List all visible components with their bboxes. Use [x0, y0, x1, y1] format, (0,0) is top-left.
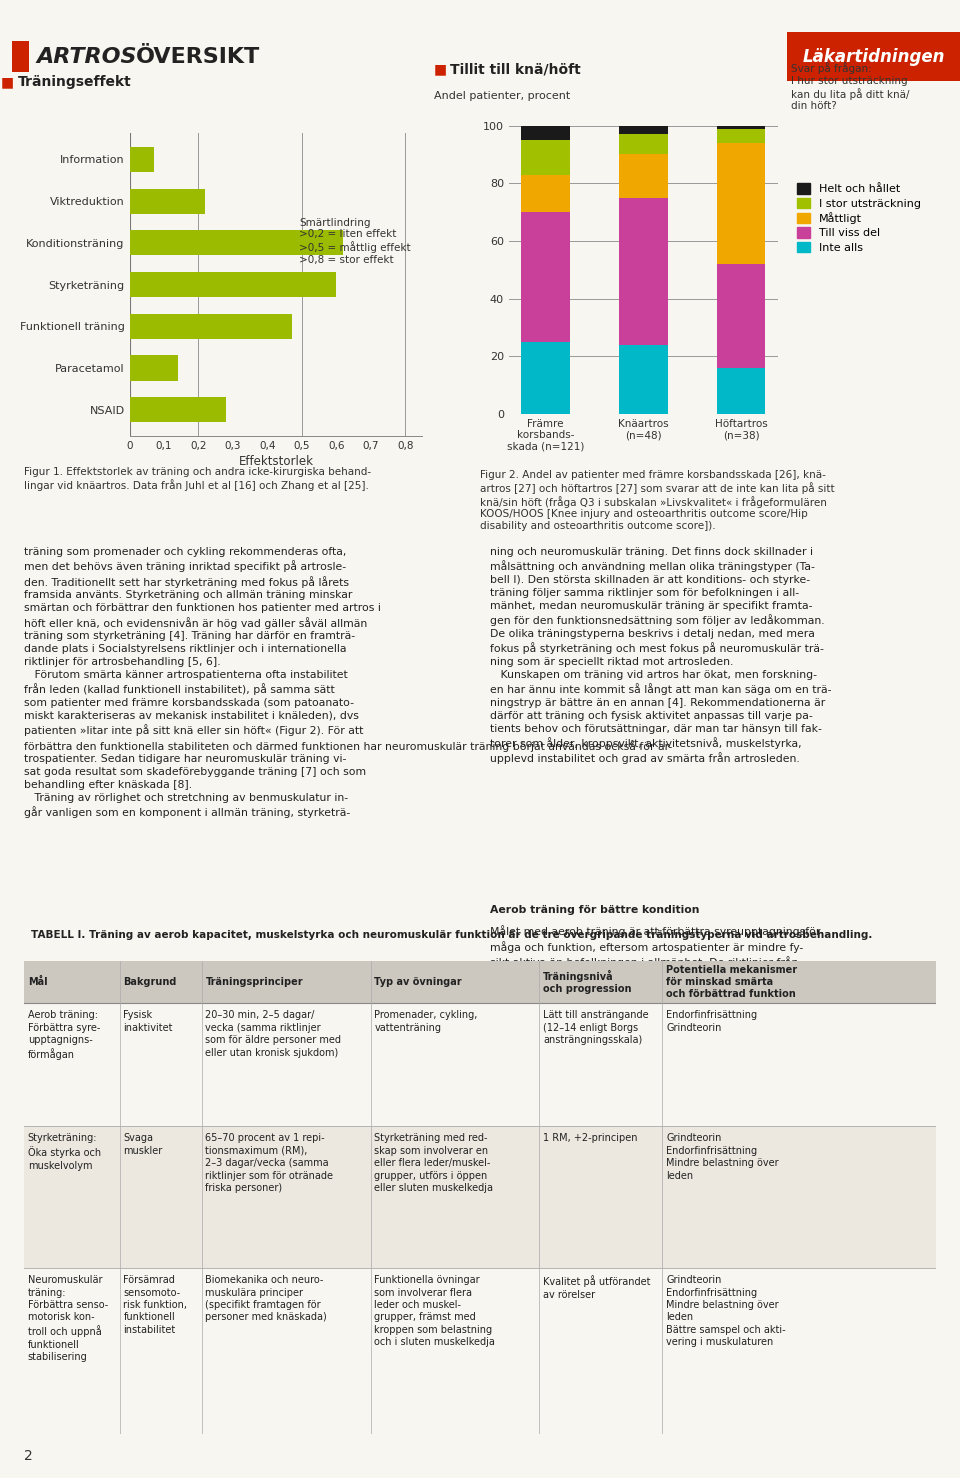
- Text: ■: ■: [1, 75, 13, 90]
- Text: Typ av övningar: Typ av övningar: [374, 977, 462, 987]
- Bar: [24, 1126, 936, 1268]
- Bar: [130, 231, 343, 256]
- Bar: [24, 1268, 936, 1434]
- Text: Bakgrund: Bakgrund: [124, 977, 177, 987]
- Text: Träningseffekt: Träningseffekt: [18, 75, 132, 90]
- Text: Neuromuskulär
träning:
Förbättra senso-
motorisk kon-
troll och uppnå
funktionel: Neuromuskulär träning: Förbättra senso- …: [28, 1276, 108, 1363]
- Bar: [130, 356, 178, 380]
- Text: ning och neuromuskulär träning. Det finns dock skillnader i
målsättning och anvä: ning och neuromuskulär träning. Det finn…: [490, 547, 831, 764]
- Legend: Helt och hållet, I stor utsträckning, Måttligt, Till viss del, Inte alls: Helt och hållet, I stor utsträckning, Må…: [797, 183, 921, 253]
- Bar: [12, 41, 29, 72]
- Text: Svaga
muskler: Svaga muskler: [124, 1134, 162, 1156]
- Bar: [521, 341, 570, 414]
- Text: Svar på frågan:
I hur stor utsträckning
kan du lita på ditt knä/
din höft?: Svar på frågan: I hur stor utsträckning …: [791, 62, 909, 111]
- Text: Fysisk
inaktivitet: Fysisk inaktivitet: [124, 1011, 173, 1033]
- Bar: [130, 189, 205, 213]
- Bar: [130, 146, 154, 171]
- Text: 65–70 procent av 1 repi-
tionsmaximum (RM),
2–3 dagar/vecka (samma
riktlinjer so: 65–70 procent av 1 repi- tionsmaximum (R…: [205, 1134, 333, 1193]
- Text: Mål: Mål: [28, 977, 47, 987]
- Text: Smärtlindring
>0,2 = liten effekt
>0,5 = måttlig effekt
>0,8 = stor effekt: Smärtlindring >0,2 = liten effekt >0,5 =…: [300, 217, 411, 265]
- Text: Aerob träning:
Förbättra syre-
upptagnigns-
förmågan: Aerob träning: Förbättra syre- upptagnig…: [28, 1011, 100, 1060]
- Text: Kvalitet på utförandet
av rörelser: Kvalitet på utförandet av rörelser: [543, 1276, 651, 1299]
- Text: ARTROS: ARTROS: [36, 46, 137, 67]
- Bar: [619, 126, 667, 134]
- Text: Läkartidningen: Läkartidningen: [803, 47, 945, 65]
- Text: Styrketräning:
Öka styrka och
muskelvolym: Styrketräning: Öka styrka och muskelvoly…: [28, 1134, 101, 1171]
- Bar: [716, 129, 765, 143]
- Text: 2: 2: [24, 1448, 33, 1463]
- Text: träning som promenader och cykling rekommenderas ofta,
men det behövs även träni: träning som promenader och cykling rekom…: [24, 547, 672, 819]
- Text: Träningsprinciper: Träningsprinciper: [205, 977, 303, 987]
- Bar: [716, 143, 765, 265]
- Text: Promenader, cykling,
vattenträning: Promenader, cykling, vattenträning: [374, 1011, 477, 1033]
- Text: Andel patienter, procent: Andel patienter, procent: [434, 92, 570, 101]
- Text: Figur 1. Effektstorlek av träning och andra icke-kirurgiska behand-
lingar vid k: Figur 1. Effektstorlek av träning och an…: [24, 467, 372, 491]
- Text: Figur 2. Andel av patienter med främre korsbandsskada [26], knä-
artros [27] och: Figur 2. Andel av patienter med främre k…: [480, 470, 834, 531]
- Bar: [619, 134, 667, 154]
- Text: Biomekanika och neuro-
muskulära principer
(specifikt framtagen för
personer med: Biomekanika och neuro- muskulära princip…: [205, 1276, 327, 1323]
- Text: Försämrad
sensomoto-
risk funktion,
funktionell
instabilitet: Försämrad sensomoto- risk funktion, funk…: [124, 1276, 187, 1335]
- Text: Aerob träning för bättre kondition: Aerob träning för bättre kondition: [490, 906, 699, 915]
- Text: Grindteorin
Endorfinfrisättning
Mindre belastning över
leden: Grindteorin Endorfinfrisättning Mindre b…: [666, 1134, 779, 1181]
- Text: Lätt till ansträngande
(12–14 enligt Borgs
ansträngningsskala): Lätt till ansträngande (12–14 enligt Bor…: [543, 1011, 649, 1045]
- Text: 1 RM, +2-principen: 1 RM, +2-principen: [543, 1134, 637, 1144]
- Bar: [619, 344, 667, 414]
- Bar: [619, 198, 667, 344]
- Text: Potentiella mekanismer
för minskad smärta
och förbättrad funktion: Potentiella mekanismer för minskad smärt…: [666, 965, 797, 999]
- Bar: [716, 265, 765, 368]
- Bar: [521, 140, 570, 174]
- Bar: [130, 272, 336, 297]
- Text: Endorfinfrisättning
Grindteorin: Endorfinfrisättning Grindteorin: [666, 1011, 757, 1033]
- Bar: [716, 368, 765, 414]
- Bar: [716, 126, 765, 129]
- Text: 20–30 min, 2–5 dagar/
vecka (samma riktlinjer
som för äldre personer med
eller u: 20–30 min, 2–5 dagar/ vecka (samma riktl…: [205, 1011, 342, 1058]
- Text: ÖVERSIKT: ÖVERSIKT: [136, 46, 260, 67]
- Text: Grindteorin
Endorfinfrisättning
Mindre belastning över
leden
Bättre samspel och : Grindteorin Endorfinfrisättning Mindre b…: [666, 1276, 785, 1348]
- Text: Målet med aerob träning är att förbättra syreupptagningsför-
måga och funktion, : Målet med aerob träning är att förbättra…: [490, 925, 823, 968]
- Bar: [24, 961, 936, 1004]
- Text: Träningsnivå
och progression: Träningsnivå och progression: [543, 970, 632, 993]
- Bar: [130, 398, 226, 423]
- Text: TABELL I. Träning av aerob kapacitet, muskelstyrka och neuromuskulär funktion är: TABELL I. Träning av aerob kapacitet, mu…: [32, 930, 873, 940]
- X-axis label: Effektstorlek: Effektstorlek: [238, 455, 314, 469]
- Text: Funktionella övningar
som involverar flera
leder och muskel-
grupper, främst med: Funktionella övningar som involverar fle…: [374, 1276, 495, 1348]
- Bar: [521, 126, 570, 140]
- Text: Tillit till knä/höft: Tillit till knä/höft: [449, 62, 581, 77]
- Bar: [24, 1004, 936, 1126]
- Bar: [130, 313, 292, 338]
- Bar: [521, 174, 570, 211]
- Bar: [521, 211, 570, 341]
- Bar: [619, 154, 667, 198]
- Text: ■: ■: [434, 62, 446, 77]
- Bar: [787, 31, 960, 81]
- Text: Styrketräning med red-
skap som involverar en
eller flera leder/muskel-
grupper,: Styrketräning med red- skap som involver…: [374, 1134, 493, 1193]
